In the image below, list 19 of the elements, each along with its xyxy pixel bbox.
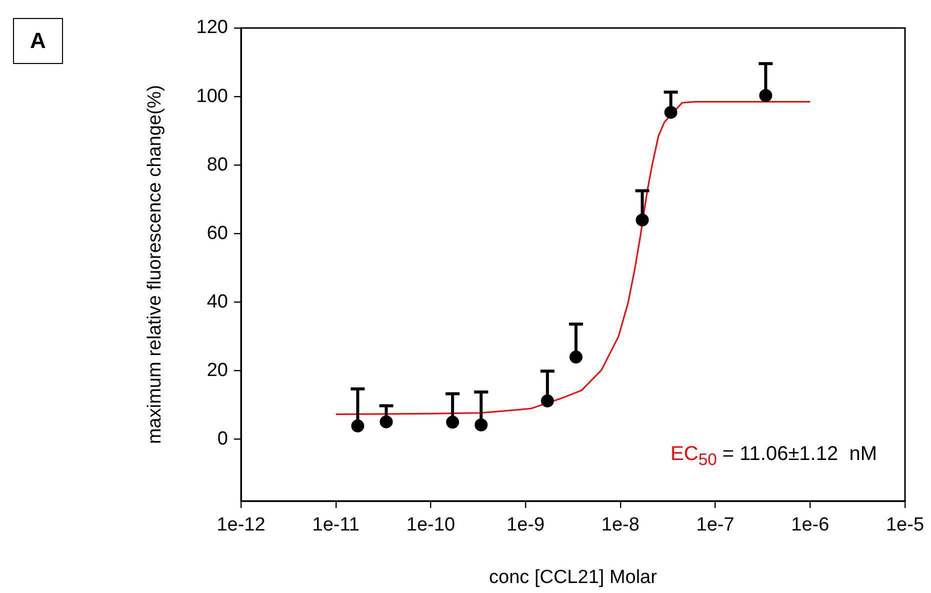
x-tick-label: 1e-11	[312, 514, 360, 536]
y-tick-label: 100	[196, 86, 228, 107]
x-tick-label: 1e-5	[886, 514, 924, 536]
y-tick-label: 80	[206, 154, 228, 176]
y-tick-label: 40	[206, 291, 228, 312]
y-axis-title: maximum relative fluorescence change(%)	[144, 84, 166, 444]
x-axis-title: conc [CCL21] Molar	[489, 566, 658, 588]
y-tick-label: 60	[206, 222, 228, 244]
text: A	[13, 18, 63, 64]
annotation: EC$_{50}$ = 11.06±1.12 nM	[670, 443, 877, 470]
y-tick-label: 20	[206, 360, 228, 381]
x-tick-label: 1e-6	[791, 514, 830, 536]
y-tick-label: 0	[217, 428, 228, 450]
x-tick-label: 1e-8	[601, 514, 640, 536]
x-tick-label: 1e-9	[506, 514, 545, 536]
x-tick-label: 1e-7	[696, 514, 734, 536]
x-tick-label: 1e-10	[406, 514, 456, 536]
x-tick-label: 1e-12	[216, 514, 266, 536]
y-tick-label: 120	[196, 17, 228, 38]
